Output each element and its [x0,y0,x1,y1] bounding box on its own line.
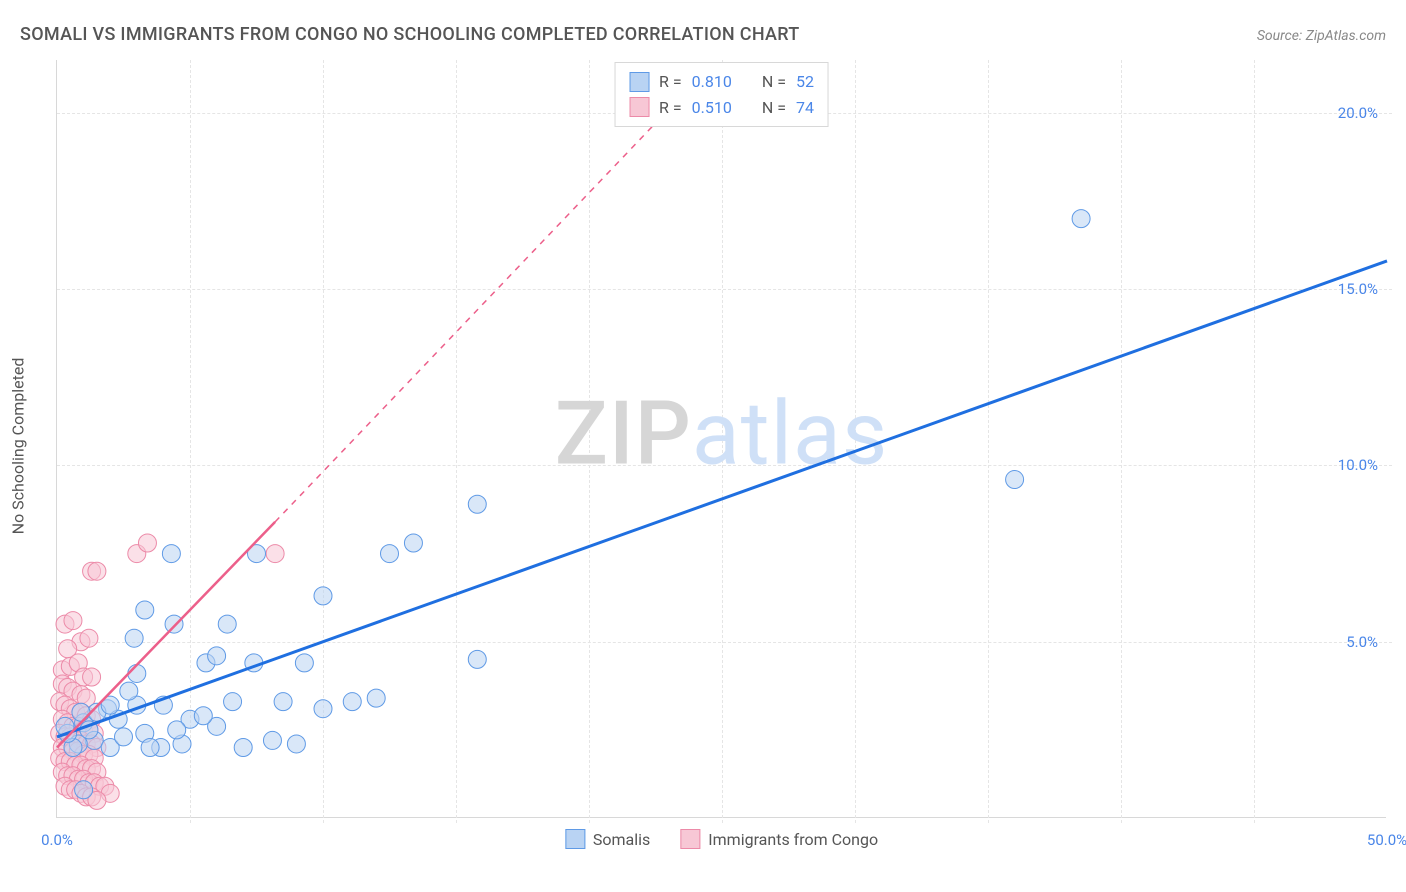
scatter-point [115,728,133,746]
legend-n-value: 52 [796,69,814,95]
x-tick-label: 50.0% [1367,831,1406,849]
legend-series-label: Immigrants from Congo [708,830,878,849]
scatter-point [88,562,106,580]
legend-series: Somalis Immigrants from Congo [565,829,878,849]
scatter-point [162,545,180,563]
scatter-point [64,612,82,630]
scatter-point [468,495,486,513]
legend-row: R = 0.810 N = 52 [629,69,814,95]
legend-r-value: 0.510 [692,95,732,121]
legend-item: Somalis [565,829,650,849]
scatter-point [138,534,156,552]
regression-line-extrapolated [275,95,682,522]
source-attribution: Source: ZipAtlas.com [1257,28,1386,44]
legend-series-label: Somalis [593,830,650,849]
legend-r-label: R = [659,95,682,121]
scatter-point [404,534,422,552]
legend-r-label: R = [659,69,682,95]
scatter-point [367,689,385,707]
scatter-point [468,650,486,668]
scatter-point [125,629,143,647]
scatter-point [165,615,183,633]
scatter-point [128,664,146,682]
scatter-point [266,545,284,563]
legend-swatch [629,97,649,117]
legend-row: R = 0.510 N = 74 [629,95,814,121]
x-tick-label: 0.0% [41,831,73,849]
scatter-point [136,601,154,619]
scatter-point [75,781,93,799]
legend-swatch [680,829,700,849]
scatter-point [314,700,332,718]
scatter-point [224,693,242,711]
scatter-point [83,668,101,686]
scatter-svg [57,60,1386,817]
legend-n-label: N = [762,69,786,95]
scatter-point [80,629,98,647]
scatter-point [120,682,138,700]
title-bar: SOMALI VS IMMIGRANTS FROM CONGO NO SCHOO… [20,24,1386,45]
legend-item: Immigrants from Congo [680,829,878,849]
scatter-point [263,731,281,749]
scatter-point [314,587,332,605]
scatter-point [1072,210,1090,228]
legend-correlation: R = 0.810 N = 52 R = 0.510 N = 74 [614,62,829,127]
scatter-point [141,738,159,756]
legend-swatch [565,829,585,849]
scatter-point [274,693,292,711]
legend-n-value: 74 [796,95,814,121]
scatter-point [295,654,313,672]
legend-n-label: N = [762,95,786,121]
regression-line [57,261,1387,737]
scatter-point [208,647,226,665]
scatter-point [194,707,212,725]
y-axis-label: No Schooling Completed [9,358,28,535]
scatter-point [234,738,252,756]
scatter-point [168,721,186,739]
scatter-point [1006,471,1024,489]
legend-r-value: 0.810 [692,69,732,95]
scatter-point [218,615,236,633]
scatter-point [287,735,305,753]
scatter-point [381,545,399,563]
scatter-point [343,693,361,711]
plot-area: ZIPatlas R =0.810N =52R =0.510N =74 Soma… [56,60,1386,818]
chart-title: SOMALI VS IMMIGRANTS FROM CONGO NO SCHOO… [20,24,800,45]
legend-swatch [629,72,649,92]
scatter-point [72,703,90,721]
